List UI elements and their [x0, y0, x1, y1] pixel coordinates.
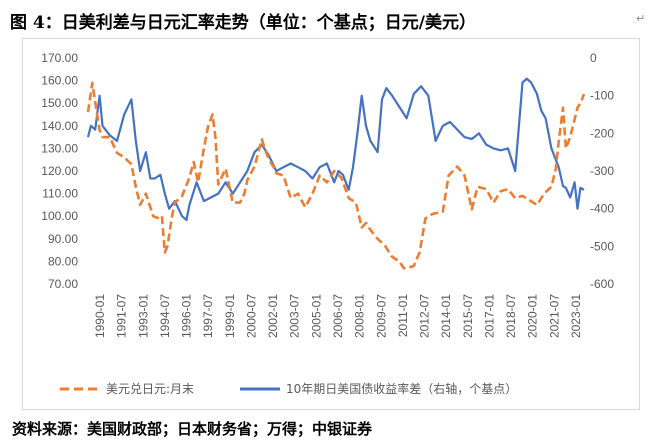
x-tick-label: 2005-01 [309, 294, 323, 338]
paragraph-mark: ↵ [636, 12, 646, 25]
chart-frame [22, 38, 640, 410]
left-axis-ticks: 70.00 80.00 90.00 100.00 110.00 120.00 130.00 1… [41, 51, 78, 291]
x-tick-label: 2015-07 [461, 294, 475, 338]
x-tick-label: 1997-07 [201, 294, 215, 338]
y-left-tick-label: 70.00 [48, 277, 78, 291]
legend-label-usdjpy: 美元兑日元:月末 [106, 382, 194, 396]
x-tick-label: 1994-07 [158, 294, 172, 338]
y-left-tick-label: 80.00 [48, 254, 78, 268]
y-left-tick-label: 120.00 [41, 164, 78, 178]
x-axis-ticks: 1990-01 1991-07 1993-01 1994-07 1996-01 1997-… [93, 294, 583, 338]
x-tick-label: 2003-07 [288, 294, 302, 338]
x-tick-label: 2021-07 [547, 294, 561, 338]
x-tick-label: 2009-07 [374, 294, 388, 338]
x-tick-label: 2008-01 [353, 294, 367, 338]
series-line-usdjpy [86, 81, 586, 270]
y-left-tick-label: 150.00 [41, 96, 78, 110]
x-tick-label: 1990-01 [93, 294, 107, 338]
y-left-tick-label: 140.00 [41, 119, 78, 133]
y-right-tick-label: -400 [590, 202, 614, 216]
legend-label-spread: 10年期日美国债收益率差（右轴，个基点） [286, 381, 517, 396]
y-right-tick-label: -600 [590, 277, 614, 291]
x-tick-label: 2018-07 [504, 294, 518, 338]
x-tick-label: 1996-01 [180, 294, 194, 338]
x-tick-label: 2023-01 [569, 294, 583, 338]
y-left-tick-label: 170.00 [41, 51, 78, 65]
x-tick-label: 2012-07 [418, 294, 432, 338]
x-tick-label: 2000-07 [244, 294, 258, 338]
y-right-tick-label: 0 [590, 51, 597, 65]
x-tick-label: 2014-01 [439, 294, 453, 338]
x-tick-label: 2020-01 [526, 294, 540, 338]
y-right-tick-label: -100 [590, 89, 614, 103]
chart-legend: 美元兑日元:月末 10年期日美国债收益率差（右轴，个基点） [60, 381, 517, 396]
source-note: 资料来源：美国财政部；日本财务省；万得；中银证券 [12, 420, 373, 438]
x-tick-label: 2002-01 [266, 294, 280, 338]
y-right-tick-label: -200 [590, 126, 614, 140]
y-right-tick-label: -500 [590, 239, 614, 253]
x-tick-label: 2017-01 [482, 294, 496, 338]
x-tick-label: 1999-01 [223, 294, 237, 338]
y-left-tick-label: 100.00 [41, 209, 78, 223]
series-layer [86, 77, 586, 270]
right-axis-ticks: -600 -500 -400 -300 -200 -100 0 [590, 51, 614, 291]
y-left-tick-label: 90.00 [48, 232, 78, 246]
y-left-tick-label: 130.00 [41, 141, 78, 155]
y-right-tick-label: -300 [590, 164, 614, 178]
x-tick-label: 2006-07 [331, 294, 345, 338]
chart-title: 图 4：日美利差与日元汇率走势（单位：个基点；日元/美元） [10, 13, 476, 33]
series-line-spread [86, 77, 585, 222]
x-tick-label: 2011-01 [396, 294, 410, 337]
y-left-tick-label: 110.00 [42, 187, 78, 201]
x-tick-label: 1991-07 [115, 294, 129, 338]
x-tick-label: 1993-01 [136, 294, 150, 338]
y-left-tick-label: 160.00 [41, 74, 78, 88]
